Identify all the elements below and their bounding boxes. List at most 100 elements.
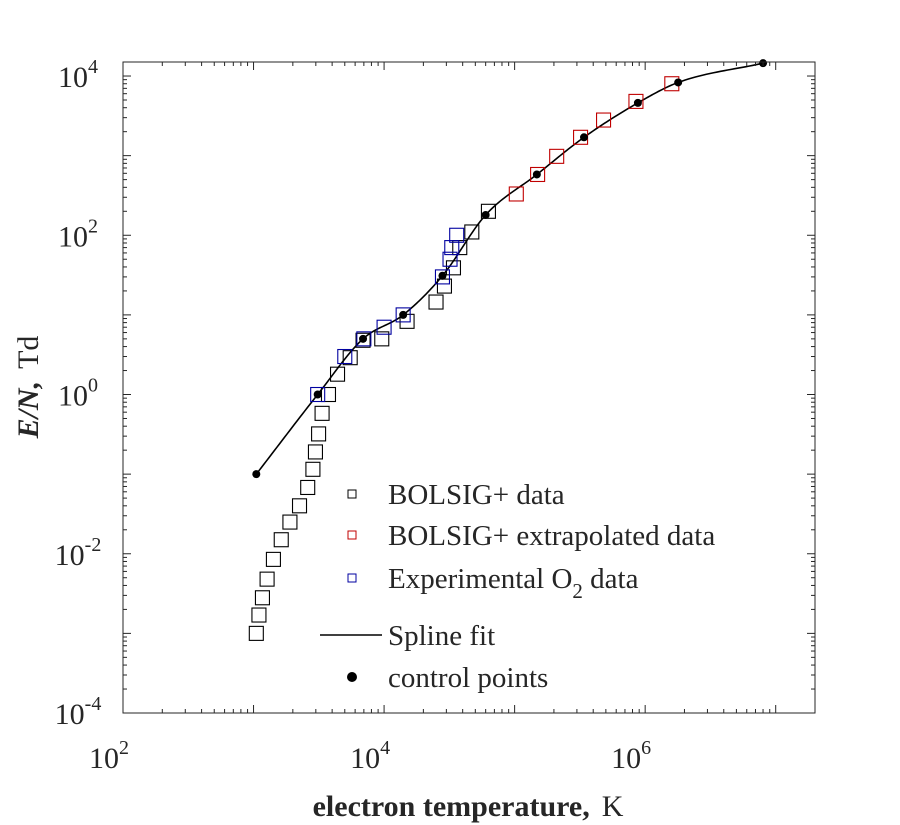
axes-box — [122, 61, 816, 714]
bolsig-data-point-23 — [464, 224, 480, 240]
x-tick-label-exp: 4 — [380, 737, 390, 759]
bolsig-data-point-21 — [445, 260, 462, 276]
y-tick-label-exp: 2 — [88, 215, 98, 237]
experimental-o-data-point-4 — [395, 307, 411, 323]
legend-square-swatch — [347, 573, 357, 583]
x-axis-label-unit: K — [602, 790, 624, 823]
control-points-point-4 — [438, 271, 447, 280]
bolsig-data-point-3 — [259, 571, 275, 587]
control-points-point-7 — [580, 133, 589, 142]
y-tick-label-0: 10-4 — [55, 693, 102, 731]
legend-label: Spline fit — [388, 620, 495, 652]
y-tick-label-base: 10 — [58, 61, 88, 94]
x-axis-label: electron temperature, K — [313, 790, 624, 823]
x-tick-label-0: 102 — [89, 737, 129, 775]
bolsig-extrapolated-data-point-1 — [530, 166, 546, 183]
y-tick-label-exp: -2 — [85, 534, 102, 556]
x-tick-label-base: 10 — [611, 742, 641, 775]
y-tick-label-base: 10 — [55, 698, 85, 731]
y-axis-label-unit: Td — [12, 336, 45, 369]
x-tick-label-1: 104 — [350, 737, 390, 775]
control-points-point-2 — [359, 334, 368, 343]
bolsig-data-point-17 — [374, 331, 390, 347]
legend-label-part: Experimental O — [388, 563, 572, 595]
control-points-point-0 — [252, 470, 261, 479]
legend-label-part: data — [583, 563, 639, 595]
y-tick-label-2: 100 — [58, 375, 98, 413]
experimental-o-data-point-5 — [434, 269, 451, 285]
bolsig-extrapolated-data-point-2 — [549, 148, 565, 164]
legend-entry-bolsig-data: BOLSIG+ data — [347, 479, 565, 511]
legend-entry-bolsig-extrapolated-data: BOLSIG+ extrapolated data — [347, 520, 715, 552]
y-tick-label-1: 10-2 — [55, 534, 102, 572]
y-axis-label-name: E/N, — [12, 381, 45, 440]
legend-label: control points — [388, 662, 548, 694]
control-points-point-9 — [674, 78, 683, 87]
y-tick-label-base: 10 — [55, 539, 85, 572]
bolsig-data-point-12 — [314, 405, 330, 421]
legend-entry-spline-fit: Spline fit — [320, 620, 495, 652]
bolsig-data-point-5 — [273, 532, 289, 548]
control-points-point-5 — [481, 210, 490, 219]
y-tick-label-3: 102 — [58, 215, 98, 253]
control-points-point-3 — [399, 310, 408, 319]
y-tick-label-exp: 0 — [88, 375, 98, 397]
legend-label: Experimental O2 data — [388, 563, 639, 603]
x-tick-label-base: 10 — [89, 742, 119, 775]
bolsig-data-point-15 — [342, 350, 358, 366]
experimental-o-data-point-1 — [337, 348, 353, 365]
y-tick-label-base: 10 — [58, 380, 88, 413]
y-axis-label: E/N, Td — [12, 336, 45, 440]
bolsig-data-point-6 — [282, 514, 298, 530]
legend-square-swatch — [347, 489, 357, 499]
bolsig-data-point-10 — [307, 444, 323, 460]
bolsig-data-point-22 — [452, 240, 468, 256]
x-tick-label-exp: 6 — [641, 737, 651, 759]
plot-area — [248, 59, 768, 641]
bolsig-data-point-13 — [320, 386, 337, 403]
legend-square-swatch — [347, 530, 357, 540]
experimental-o-data-point-2 — [356, 331, 372, 347]
bolsig-data-point-14 — [329, 366, 346, 382]
x-tick-label-2: 106 — [611, 737, 651, 775]
bolsig-data-point-11 — [311, 426, 327, 442]
control-points-point-6 — [532, 170, 541, 179]
spline-fit-line — [255, 62, 764, 475]
bolsig-data-point-24 — [480, 203, 496, 219]
bolsig-extrapolated-data-point-5 — [628, 93, 644, 109]
bolsig-data-point-1 — [251, 607, 267, 623]
experimental-o-data-point-6 — [442, 251, 458, 267]
x-tick-label-base: 10 — [350, 742, 380, 775]
legend-entry-control-points: control points — [347, 662, 548, 694]
bolsig-extrapolated-data-point-0 — [508, 186, 524, 202]
bolsig-data-point-8 — [300, 479, 316, 496]
legend-entry-experimental-o-data: Experimental O2 data — [347, 563, 639, 603]
legend-label: BOLSIG+ extrapolated data — [388, 520, 715, 552]
y-tick-label-exp: -4 — [85, 693, 102, 715]
bolsig-data-point-16 — [355, 332, 371, 348]
y-tick-label-base: 10 — [58, 220, 88, 253]
legend: BOLSIG+ data BOLSIG+ extrapolated data Exp… — [320, 479, 715, 694]
legend-label: BOLSIG+ data — [388, 479, 565, 511]
bolsig-extrapolated-data-point-4 — [596, 112, 612, 128]
control-points-point-1 — [313, 390, 322, 399]
x-axis-label-name: electron temperature, — [313, 790, 590, 823]
legend-label-subscript: 2 — [572, 579, 583, 603]
legend-dot-swatch — [347, 672, 357, 682]
y-tick-label-4: 104 — [58, 56, 98, 94]
control-points-point-8 — [633, 98, 642, 107]
bolsig-data-point-0 — [248, 625, 264, 641]
x-tick-label-exp: 2 — [119, 737, 129, 759]
bolsig-data-point-19 — [428, 294, 444, 310]
bolsig-data-point-9 — [305, 461, 321, 477]
experimental-o-data-point-3 — [376, 319, 392, 335]
y-tick-label-exp: 4 — [88, 56, 98, 78]
bolsig-data-point-4 — [265, 551, 281, 567]
bolsig-data-point-2 — [254, 590, 270, 606]
experimental-o-data-point-8 — [449, 227, 465, 243]
experimental-o-data-point-7 — [444, 240, 460, 256]
bolsig-data-point-7 — [291, 498, 308, 514]
experimental-o-data-point-0 — [310, 386, 326, 403]
